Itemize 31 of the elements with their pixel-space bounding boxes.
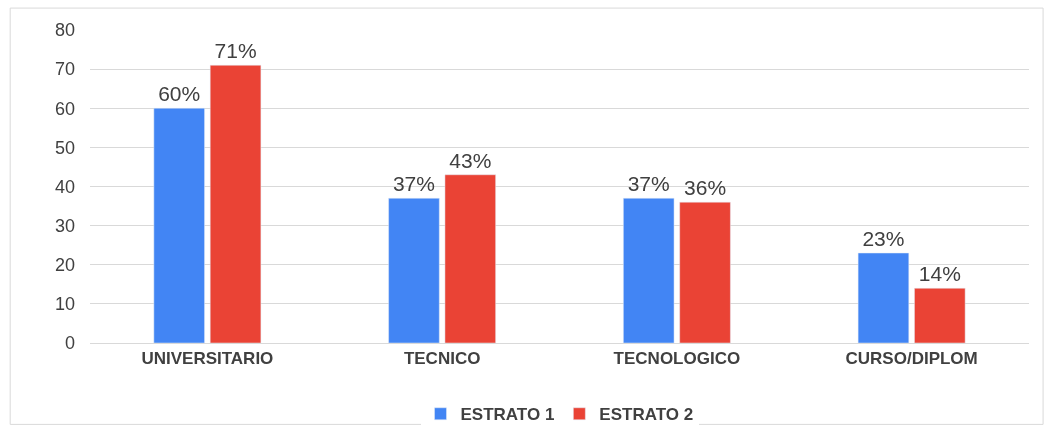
data-label: 37% — [627, 172, 670, 196]
bar — [444, 174, 496, 343]
y-tick-label: 0 — [64, 333, 75, 354]
y-tick-label: 40 — [54, 176, 75, 197]
y-tick-label: 30 — [54, 215, 75, 236]
y-tick-label: 20 — [54, 255, 75, 276]
legend-label: ESTRATO 1 — [460, 405, 555, 425]
bar — [388, 197, 440, 343]
bar — [209, 64, 262, 343]
bar — [153, 108, 205, 343]
x-tick-label: UNIVERSITARIO — [141, 349, 274, 369]
y-tick-label: 50 — [54, 137, 75, 158]
bar — [679, 201, 731, 343]
x-tick-label: TECNICO — [403, 349, 481, 369]
y-tick-label: 60 — [54, 98, 75, 119]
legend-label: ESTRATO 2 — [599, 405, 694, 425]
x-tick-label: TECNOLOGICO — [613, 349, 741, 369]
x-tick-label: CURSO/DIPLOM — [845, 349, 978, 369]
data-label: 71% — [214, 39, 257, 63]
y-tick-label: 70 — [54, 59, 75, 80]
data-label: 43% — [449, 148, 492, 172]
bar — [623, 197, 675, 343]
data-label: 23% — [862, 227, 905, 251]
data-label: 37% — [392, 172, 435, 196]
bar — [914, 287, 966, 343]
y-tick-label: 10 — [54, 294, 75, 315]
data-label: 14% — [918, 262, 961, 286]
bar — [857, 252, 910, 343]
y-tick-label: 80 — [54, 20, 75, 41]
data-label: 60% — [158, 82, 201, 106]
data-label: 36% — [684, 176, 727, 200]
